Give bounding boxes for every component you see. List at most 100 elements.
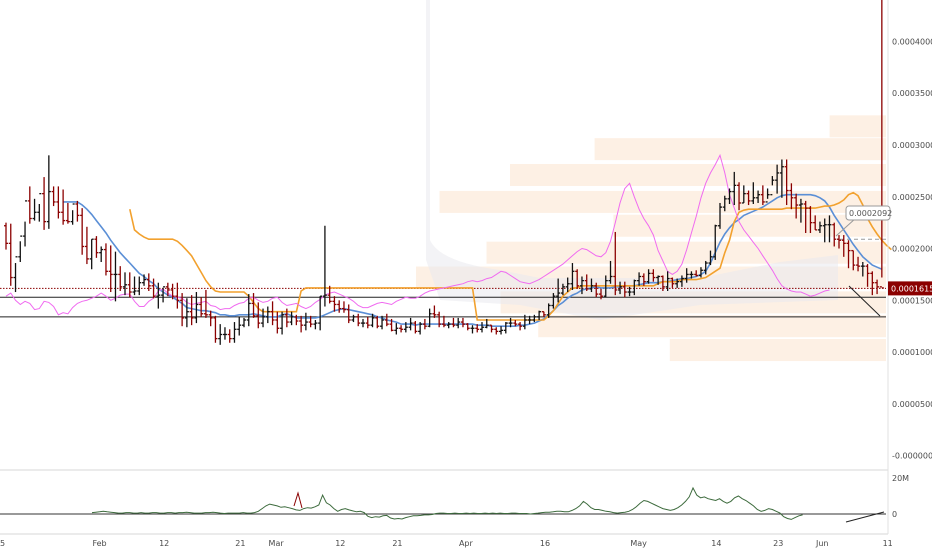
- ohlc-bar: [803, 200, 808, 233]
- volume-profile-row-4: [613, 214, 886, 237]
- ohlc-bar: [51, 186, 56, 207]
- ohlc-bar: [556, 278, 561, 303]
- ohlc-bar: [237, 316, 242, 336]
- ohlc-bar: [808, 206, 813, 233]
- x-axis-label: 5: [0, 539, 5, 548]
- ohlc-bar: [170, 283, 175, 300]
- x-axis-label: 12: [159, 539, 169, 548]
- ohlc-bars: [4, 0, 884, 345]
- price-labels: 0.0001615 0.0002092: [845, 205, 932, 296]
- ohlc-bar: [151, 278, 156, 299]
- ohlc-bar: [8, 223, 13, 286]
- ohlc-bar: [242, 317, 246, 328]
- ohlc-bar: [251, 293, 256, 318]
- y-axis-label: 0.0001000: [892, 348, 932, 357]
- ohlc-bar: [646, 269, 651, 284]
- ohlc-bar: [827, 215, 832, 243]
- ohlc-bar: [537, 310, 542, 320]
- ohlc-bar: [879, 0, 884, 289]
- ohlc-bar: [280, 311, 285, 335]
- ohlc-bar: [161, 286, 166, 303]
- ohlc-bar: [13, 256, 18, 293]
- ohlc-bar: [565, 277, 570, 293]
- ohlc-bar: [741, 185, 746, 204]
- ohlc-bar: [318, 295, 323, 331]
- ohlc-bar: [737, 182, 742, 211]
- volume-trend-line: [845, 511, 885, 523]
- ohlc-bar: [127, 272, 132, 298]
- ohlc-bar: [756, 190, 761, 203]
- ohlc-bar: [375, 315, 380, 329]
- y-axis-label: 0.0001500: [892, 296, 932, 305]
- ohlc-bar: [784, 159, 789, 206]
- ohlc-bar: [503, 322, 508, 334]
- ohlc-bar: [227, 329, 232, 343]
- ohlc-bar: [337, 300, 342, 313]
- ohlc-bar: [665, 271, 670, 291]
- x-axis-label: 12: [335, 539, 345, 548]
- ohlc-bar: [765, 188, 770, 203]
- ohlc-bar: [679, 275, 684, 287]
- ohlc-bar: [142, 274, 147, 286]
- x-axis-label: 14: [711, 539, 721, 548]
- ohlc-bar: [494, 327, 499, 335]
- ohlc-bar: [65, 202, 70, 224]
- ohlc-bar: [175, 282, 180, 309]
- ohlc-bar: [722, 195, 727, 212]
- ohlc-bar: [427, 308, 432, 328]
- volume-profile-row-0: [829, 115, 886, 138]
- x-axis-labels: 5 Feb 12 21 Mar 12 21 Apr 16 May 14 23 Jun 11: [0, 539, 893, 548]
- ohlc-bar: [70, 203, 75, 225]
- volume-profile-row-9: [669, 339, 886, 362]
- ohlc-bar: [18, 235, 23, 262]
- ohlc-bar: [380, 315, 385, 330]
- ohlc-bar: [660, 275, 665, 291]
- y-axis-label: 0.0004000: [892, 37, 932, 46]
- svg-text:0.0001615: 0.0001615: [891, 284, 932, 293]
- ohlc-bar: [751, 182, 756, 205]
- ohlc-bar: [322, 225, 327, 307]
- horizontal-lines: [0, 238, 886, 318]
- ohlc-bar: [465, 323, 470, 331]
- ohlc-bar: [213, 315, 218, 343]
- ohlc-bar: [732, 171, 737, 206]
- ohlc-bar: [684, 268, 689, 283]
- ohlc-bar: [584, 274, 589, 291]
- trend-drawings: [835, 217, 881, 317]
- ohlc-bar: [489, 324, 494, 333]
- ohlc-bar: [608, 260, 613, 284]
- ohlc-bar: [284, 308, 289, 328]
- ohlc-bar: [165, 282, 170, 297]
- ohlc-bar: [813, 215, 818, 231]
- ohlc-bar: [270, 301, 275, 326]
- ohlc-bar: [575, 269, 580, 289]
- measure-price-label: 0.0002092: [845, 205, 892, 221]
- ohlc-bar: [875, 279, 880, 295]
- ohlc-bar: [261, 308, 266, 328]
- ohlc-bar: [832, 222, 837, 247]
- ohlc-bar: [413, 321, 418, 334]
- ohlc-bar: [713, 224, 718, 260]
- ohlc-bar: [746, 190, 751, 206]
- ohlc-bar: [313, 319, 318, 330]
- ohlc-bar: [551, 293, 556, 309]
- trend-line: [848, 285, 881, 317]
- volume-line: [91, 486, 803, 520]
- ohlc-bar: [84, 226, 89, 265]
- last-price-label: 0.0001615: [888, 281, 932, 296]
- ohlc-bar: [184, 298, 189, 328]
- ohlc-bar: [437, 311, 442, 328]
- y-axis-labels: 0.0004000 0.0003500 0.0003000 0.0002500 0.00…: [892, 37, 932, 460]
- ohlc-bar: [670, 277, 675, 288]
- ohlc-bar: [546, 303, 551, 318]
- ohlc-bar: [303, 312, 308, 331]
- ohlc-bar: [199, 297, 204, 317]
- ohlc-bar: [351, 314, 356, 323]
- ohlc-bar: [475, 324, 480, 333]
- ohlc-bar: [308, 315, 313, 328]
- ohlc-bar: [46, 155, 51, 229]
- volume-profile-row-5: [486, 241, 886, 264]
- ohlc-bar: [841, 235, 846, 257]
- ohlc-bar: [789, 183, 794, 210]
